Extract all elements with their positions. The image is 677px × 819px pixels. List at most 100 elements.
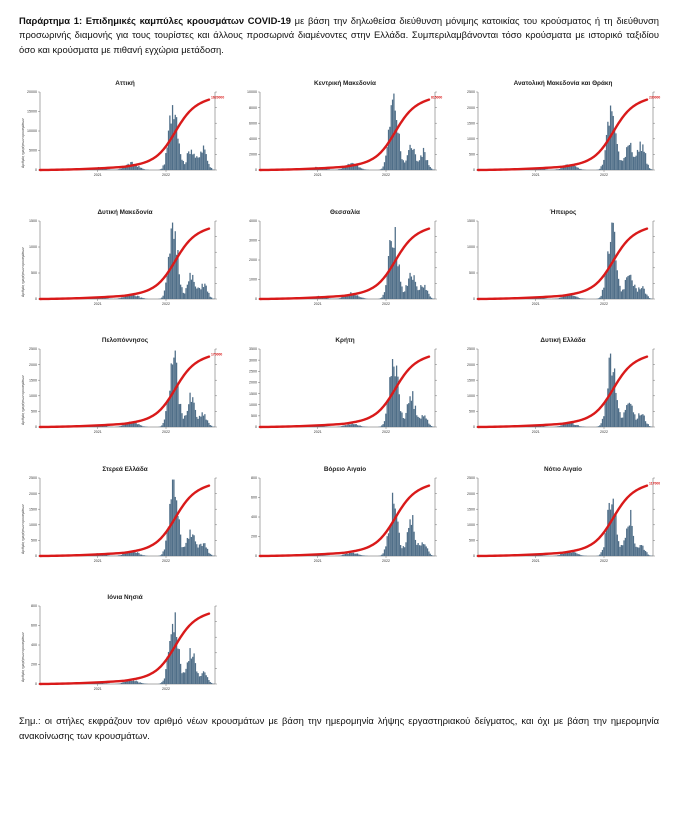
bar bbox=[627, 526, 629, 556]
bar bbox=[128, 421, 131, 427]
bar bbox=[180, 663, 182, 684]
bar bbox=[580, 426, 582, 427]
bar bbox=[566, 552, 569, 556]
bar bbox=[321, 426, 324, 427]
bar bbox=[135, 423, 137, 427]
cumulative-label: 815000 bbox=[431, 96, 442, 100]
bar bbox=[167, 256, 170, 299]
cumulative-line bbox=[38, 227, 211, 301]
bar bbox=[406, 285, 409, 299]
bar bbox=[350, 552, 352, 556]
bar bbox=[428, 165, 430, 170]
y-tick-label: 500 bbox=[31, 539, 37, 543]
bar bbox=[200, 416, 202, 427]
bar bbox=[136, 295, 139, 299]
bar bbox=[324, 426, 326, 427]
bar bbox=[190, 536, 193, 556]
bar-series bbox=[52, 479, 215, 556]
bar bbox=[611, 111, 613, 170]
bar bbox=[355, 165, 357, 170]
bar bbox=[135, 296, 137, 299]
bar bbox=[624, 156, 627, 170]
bar bbox=[541, 297, 543, 299]
bar bbox=[561, 167, 563, 170]
bar bbox=[118, 298, 120, 299]
y-tick-label: 400 bbox=[251, 515, 257, 519]
bar bbox=[568, 552, 570, 556]
bar bbox=[424, 415, 426, 427]
bar bbox=[124, 166, 127, 170]
bar bbox=[122, 425, 124, 427]
bar bbox=[180, 154, 182, 170]
bar bbox=[560, 168, 562, 170]
bar bbox=[615, 260, 617, 299]
bar bbox=[613, 368, 616, 427]
bar bbox=[139, 297, 141, 299]
bar bbox=[400, 281, 402, 299]
bar bbox=[139, 554, 141, 556]
x-tick-label: 2022 bbox=[382, 302, 390, 306]
y-tick-label: 1000 bbox=[249, 403, 257, 407]
chart-panel: Κρήτη 0 500 1000 1500 2000 2500 3000 3500 2021 202… bbox=[240, 337, 450, 452]
bar bbox=[134, 681, 136, 684]
bar bbox=[413, 531, 415, 556]
bar bbox=[205, 154, 207, 170]
bar bbox=[173, 119, 175, 170]
bar bbox=[580, 555, 582, 556]
bar bbox=[159, 555, 162, 556]
bar bbox=[140, 682, 143, 684]
bar bbox=[192, 534, 194, 556]
bar bbox=[573, 424, 575, 427]
bar bbox=[580, 168, 582, 170]
cumulative-line bbox=[476, 355, 649, 429]
bar bbox=[139, 425, 141, 427]
x-tick-label: 2021 bbox=[532, 302, 540, 306]
bar bbox=[642, 144, 644, 170]
bar bbox=[192, 154, 194, 170]
bar bbox=[545, 169, 547, 170]
chart-svg: Αριθμός ημερήσιων κρουσμάτων 0 500 1000 1500… bbox=[21, 219, 217, 306]
bar bbox=[188, 281, 190, 299]
bar bbox=[178, 649, 180, 684]
bar bbox=[319, 555, 321, 556]
bar bbox=[612, 115, 614, 170]
bar bbox=[177, 382, 179, 427]
bar bbox=[355, 424, 357, 427]
bar bbox=[128, 164, 131, 170]
bar bbox=[400, 151, 402, 170]
bar bbox=[628, 275, 631, 299]
bar bbox=[644, 153, 647, 170]
bar bbox=[197, 418, 199, 427]
bar bbox=[135, 165, 137, 170]
bar bbox=[161, 682, 163, 684]
bar bbox=[140, 554, 143, 556]
bar bbox=[558, 297, 561, 299]
bar bbox=[165, 669, 167, 684]
y-tick-label: 2000 bbox=[29, 363, 37, 367]
bar bbox=[163, 419, 166, 427]
bar bbox=[185, 415, 187, 427]
y-tick-label: 1500 bbox=[467, 378, 475, 382]
bar bbox=[597, 298, 600, 299]
chart-svg: Αριθμός ημερήσιων κρουσμάτων 0 5000 10000 15… bbox=[21, 90, 224, 177]
bar bbox=[206, 291, 209, 299]
bar bbox=[362, 555, 364, 556]
y-tick-label: 2500 bbox=[249, 369, 257, 373]
bar-series bbox=[488, 105, 653, 170]
bar bbox=[429, 553, 431, 556]
bar bbox=[398, 264, 400, 299]
bar bbox=[394, 508, 396, 556]
y-tick-label: 400 bbox=[31, 643, 37, 647]
bar bbox=[603, 547, 605, 556]
y-tick-label: 1000 bbox=[29, 245, 37, 249]
x-tick-label: 2022 bbox=[162, 559, 170, 563]
bar bbox=[568, 422, 570, 427]
bar bbox=[162, 680, 164, 684]
bar bbox=[178, 143, 180, 170]
bar bbox=[165, 411, 167, 427]
bar bbox=[130, 422, 132, 427]
bar bbox=[379, 169, 382, 170]
bar bbox=[395, 120, 398, 170]
cumulative-line bbox=[258, 355, 431, 429]
bar bbox=[162, 551, 164, 556]
